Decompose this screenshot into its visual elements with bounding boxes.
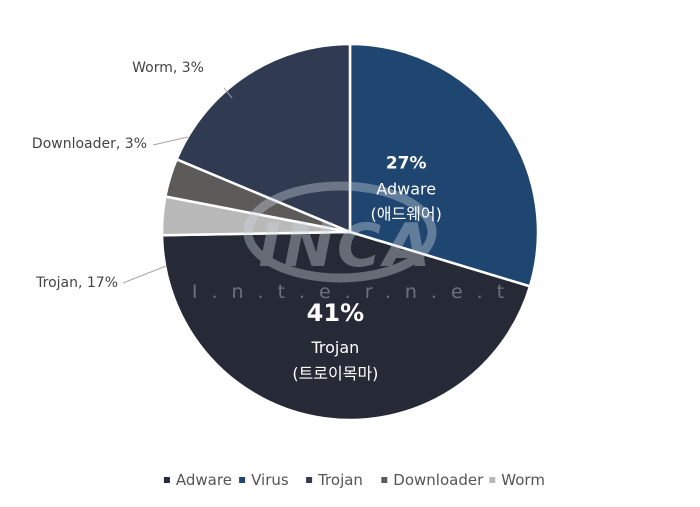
slice-percent-label: 27% bbox=[386, 153, 427, 173]
legend-swatch bbox=[306, 477, 313, 483]
legend-swatch bbox=[381, 477, 388, 483]
leader-line bbox=[152, 136, 189, 146]
slice-label-1: 41% Trojan (트로이목마) bbox=[292, 299, 378, 383]
watermark-swoosh bbox=[243, 181, 437, 283]
slice-labels: 27% Adware (애드웨어) 41% Trojan (트로이목마) Worm, 3% D… bbox=[32, 60, 442, 383]
slice-name-label: (애드웨어) bbox=[371, 204, 442, 223]
pie-slice-trojan-1 bbox=[160, 230, 532, 422]
legend-item-worm: Worm bbox=[489, 471, 545, 489]
slice-name-label: (트로이목마) bbox=[292, 364, 378, 383]
legend-swatch bbox=[163, 477, 170, 483]
slice-callout-label: Downloader, 3% bbox=[32, 136, 147, 152]
inca-watermark: INCA I.n.t.e.r.n.e.t bbox=[192, 181, 518, 303]
legend-swatch bbox=[239, 477, 246, 483]
legend-item-adware: Adware bbox=[163, 471, 232, 489]
legend-label: Virus bbox=[251, 471, 289, 489]
legend-label: Adware bbox=[176, 471, 232, 489]
leader-line bbox=[122, 265, 167, 284]
legend-label: Worm bbox=[501, 471, 545, 489]
slice-callout-3: Downloader, 3% bbox=[32, 136, 189, 152]
slice-callout-2: Worm, 3% bbox=[132, 60, 233, 99]
legend-item-virus: Virus bbox=[239, 471, 289, 489]
legend-label: Trojan bbox=[317, 471, 363, 489]
watermark-logo: INCA bbox=[258, 211, 433, 281]
slice-name-label: Trojan bbox=[310, 338, 359, 357]
slice-percent-label: 41% bbox=[307, 299, 364, 327]
slice-callout-4: Trojan, 17% bbox=[35, 265, 167, 291]
legend-item-trojan: Trojan bbox=[306, 471, 363, 489]
pie-slices bbox=[160, 42, 540, 422]
slice-callout-label: Trojan, 17% bbox=[35, 275, 118, 291]
slice-label-0: 27% Adware (애드웨어) bbox=[371, 153, 442, 223]
slice-callout-label: Worm, 3% bbox=[132, 60, 204, 76]
legend-label: Downloader bbox=[393, 471, 484, 489]
pie-slice-adware-0 bbox=[348, 42, 540, 288]
legend-swatch bbox=[489, 477, 496, 483]
legend-item-downloader: Downloader bbox=[381, 471, 484, 489]
legend: Adware Virus Trojan Downloader Worm bbox=[163, 471, 545, 489]
leader-line bbox=[223, 87, 233, 99]
slice-name-label: Adware bbox=[376, 179, 436, 198]
pie-slice-trojan-4 bbox=[174, 42, 352, 234]
watermark-subtext: I.n.t.e.r.n.e.t bbox=[192, 281, 518, 303]
